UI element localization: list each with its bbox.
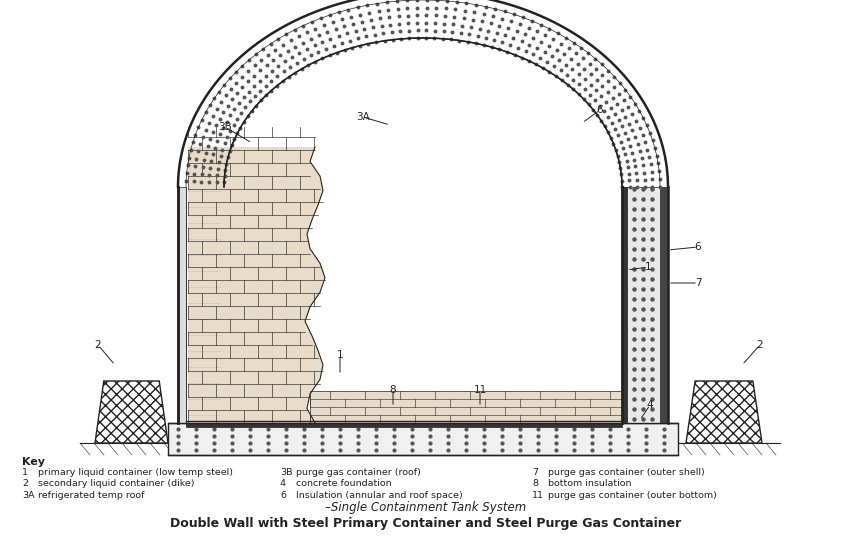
Text: Double Wall with Steel Primary Container and Steel Purge Gas Container: Double Wall with Steel Primary Container…: [170, 517, 682, 530]
Polygon shape: [310, 391, 622, 423]
Text: primary liquid container (low temp steel): primary liquid container (low temp steel…: [38, 468, 233, 477]
Polygon shape: [178, 187, 186, 423]
Text: purge gas container (outer bottom): purge gas container (outer bottom): [548, 491, 717, 500]
Text: Insulation (annular and roof space): Insulation (annular and roof space): [296, 491, 463, 500]
Text: 11: 11: [474, 385, 486, 395]
Text: 7: 7: [532, 468, 538, 477]
Polygon shape: [622, 187, 627, 423]
Text: 8: 8: [532, 480, 538, 488]
Text: 2: 2: [95, 340, 101, 350]
Text: 4: 4: [280, 480, 286, 488]
Text: secondary liquid container (dike): secondary liquid container (dike): [38, 480, 194, 488]
Text: 11: 11: [532, 491, 544, 500]
Text: purge gas container (roof): purge gas container (roof): [296, 468, 421, 477]
Text: 2: 2: [757, 340, 763, 350]
Polygon shape: [95, 381, 168, 443]
Polygon shape: [168, 423, 678, 455]
Text: concrete foundation: concrete foundation: [296, 480, 392, 488]
Text: 3B: 3B: [280, 468, 292, 477]
Polygon shape: [622, 187, 660, 423]
Text: 7: 7: [694, 278, 701, 288]
Text: bottom insulation: bottom insulation: [548, 480, 631, 488]
Polygon shape: [660, 187, 668, 423]
Text: 2: 2: [22, 480, 28, 488]
Text: 6: 6: [596, 105, 603, 115]
Text: 1: 1: [22, 468, 28, 477]
Text: purge gas container (outer shell): purge gas container (outer shell): [548, 468, 705, 477]
Text: –Single Containment Tank System: –Single Containment Tank System: [325, 500, 527, 513]
Text: 8: 8: [389, 385, 396, 395]
Text: 6: 6: [280, 491, 286, 500]
Text: refrigerated temp roof: refrigerated temp roof: [38, 491, 145, 500]
Polygon shape: [686, 381, 762, 443]
Text: Key: Key: [22, 457, 45, 467]
Text: 3B: 3B: [218, 122, 232, 132]
Polygon shape: [186, 423, 622, 427]
Text: 3A: 3A: [22, 491, 35, 500]
Text: 4: 4: [647, 400, 653, 410]
Text: 1: 1: [337, 350, 343, 360]
Text: 1: 1: [645, 262, 651, 272]
Text: 6: 6: [694, 242, 701, 252]
Text: 3A: 3A: [356, 112, 370, 122]
Polygon shape: [188, 147, 325, 423]
